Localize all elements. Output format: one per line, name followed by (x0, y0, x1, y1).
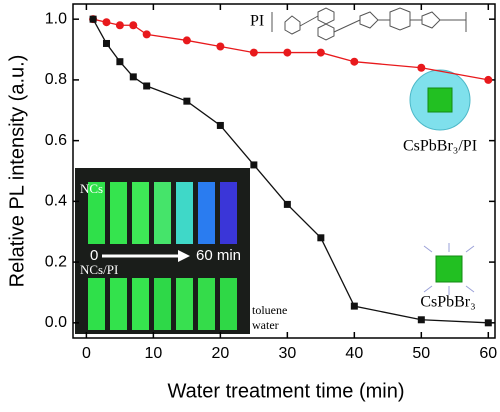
x-tick-label: 50 (412, 345, 430, 362)
x-tick-label: 40 (345, 345, 363, 362)
data-point (102, 18, 111, 27)
data-point (182, 36, 191, 45)
data-point (115, 21, 124, 30)
x-tick-label: 60 (479, 345, 497, 362)
data-point (249, 48, 258, 57)
data-point (142, 30, 151, 39)
vials-top (88, 182, 237, 244)
annotation: PI (250, 13, 264, 30)
inset-label: 0 (90, 247, 98, 264)
data-point (102, 39, 110, 47)
x-tick-label: 0 (82, 345, 91, 362)
data-point (484, 75, 493, 84)
data-point (129, 21, 138, 30)
y-tick-label: 1.0 (45, 10, 67, 27)
y-tick-label: 0.6 (45, 132, 67, 149)
y-tick-label: 0.2 (45, 253, 67, 270)
data-point (317, 234, 325, 242)
data-point (216, 121, 224, 129)
x-tick-label: 30 (278, 345, 296, 362)
vials-bottom (88, 278, 237, 330)
y-tick-label: 0.8 (45, 71, 67, 88)
data-point (350, 302, 358, 310)
inset-photo (75, 168, 250, 334)
plot-frame (72, 3, 496, 339)
y-tick-label: 0.4 (45, 193, 67, 210)
x-tick-label: 20 (211, 345, 229, 362)
pi-structure (271, 7, 467, 41)
data-point (283, 48, 292, 57)
inset-label: NCs (80, 181, 103, 196)
data-point (484, 319, 492, 327)
data-point (350, 57, 359, 66)
data-point (216, 42, 225, 51)
data-point (183, 97, 191, 105)
bare-icon (423, 243, 475, 295)
series-line (92, 18, 489, 81)
data-point (143, 82, 151, 90)
data-point (250, 161, 258, 169)
inset-label: water (252, 318, 279, 332)
annotation: CsPbBr₃ (420, 294, 475, 311)
inset-label: NCs/PI (80, 262, 118, 277)
inset-label: 60 min (196, 247, 241, 264)
y-axis-title: Relative PL intensity (a.u.) (6, 55, 28, 288)
pi-coated-icon (409, 69, 471, 131)
x-axis-title: Water treatment time (min) (167, 380, 404, 402)
data-point (129, 73, 137, 81)
x-tick-label: 10 (144, 345, 162, 362)
data-point (283, 200, 291, 208)
data-point (116, 58, 124, 66)
data-point (417, 63, 426, 72)
data-point (417, 316, 425, 324)
inset-label: toluene (252, 303, 287, 317)
data-point (316, 48, 325, 57)
annotation: CsPbBr₃/PI (403, 138, 477, 155)
y-tick-label: 0.0 (45, 314, 67, 331)
data-point (89, 15, 97, 23)
